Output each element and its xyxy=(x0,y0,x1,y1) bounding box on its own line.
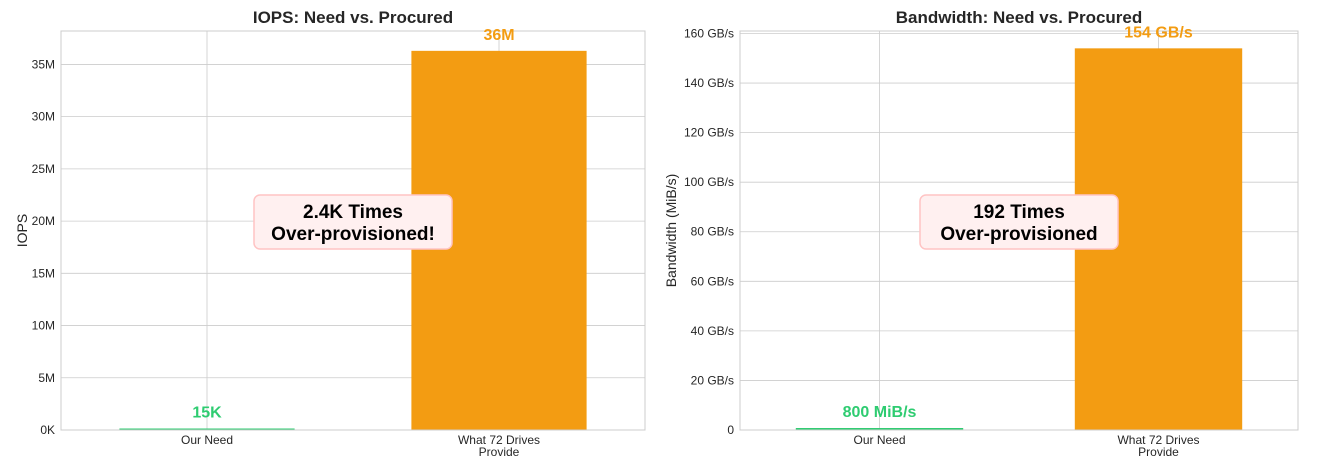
chart-panel-1: 0K 5M 10M 15M 20M 25M 30M 35M 15K 36M Our Need What… xyxy=(14,8,646,459)
bar-value-label: 800 MiB/s xyxy=(843,404,917,421)
annotation-box xyxy=(919,194,1119,250)
y-tick-label: 5M xyxy=(38,371,55,385)
y-tick-label: 20M xyxy=(32,214,55,228)
y-tick-label: 80 GB/s xyxy=(691,225,734,239)
y-axis-label: IOPS xyxy=(14,214,30,247)
plot-frame xyxy=(60,30,646,431)
chart-panel-2: 0 20 GB/s 40 GB/s 60 GB/s 80 GB/s 100 GB/s 120… xyxy=(663,8,1299,459)
x-tick-label: What 72 Drives xyxy=(1117,433,1199,447)
y-tick-label: 10M xyxy=(32,319,55,333)
y-tick-label: 160 GB/s xyxy=(684,26,734,40)
y-tick-label: 40 GB/s xyxy=(691,324,734,338)
bar-our-need xyxy=(119,428,295,430)
bar-value-label: 15K xyxy=(192,405,222,422)
x-tick-label: Provide xyxy=(1138,445,1179,459)
chart-title: Bandwidth: Need vs. Procured xyxy=(896,8,1143,27)
y-tick-label: 0 xyxy=(727,423,734,437)
bar-value-label: 36M xyxy=(483,27,514,44)
plot-frame xyxy=(739,30,1299,431)
chart-title: IOPS: Need vs. Procured xyxy=(253,8,453,27)
y-tick-label: 25M xyxy=(32,162,55,176)
y-tick-label: 15M xyxy=(32,266,55,280)
x-tick-label: What 72 Drives xyxy=(458,433,540,447)
x-tick-label: Our Need xyxy=(181,433,233,447)
y-tick-label: 60 GB/s xyxy=(691,274,734,288)
y-tick-label: 35M xyxy=(32,57,55,71)
y-tick-label: 120 GB/s xyxy=(684,126,734,140)
y-tick-label: 140 GB/s xyxy=(684,76,734,90)
annotation-text: Over-provisioned! xyxy=(271,224,435,245)
annotation-text: Over-provisioned xyxy=(940,224,1097,245)
annotation-box xyxy=(253,194,453,250)
bar-our-need xyxy=(795,428,964,430)
x-tick-label: Our Need xyxy=(853,433,905,447)
y-tick-label: 30M xyxy=(32,110,55,124)
y-tick-label: 100 GB/s xyxy=(684,175,734,189)
x-tick-label: Provide xyxy=(479,445,520,459)
y-axis-label: Bandwidth (MiB/s) xyxy=(663,174,679,288)
annotation-text: 192 Times xyxy=(973,202,1065,223)
bar-value-label: 154 GB/s xyxy=(1124,24,1193,41)
y-tick-label: 0K xyxy=(40,423,55,437)
y-tick-label: 20 GB/s xyxy=(691,373,734,387)
annotation-text: 2.4K Times xyxy=(303,202,403,223)
